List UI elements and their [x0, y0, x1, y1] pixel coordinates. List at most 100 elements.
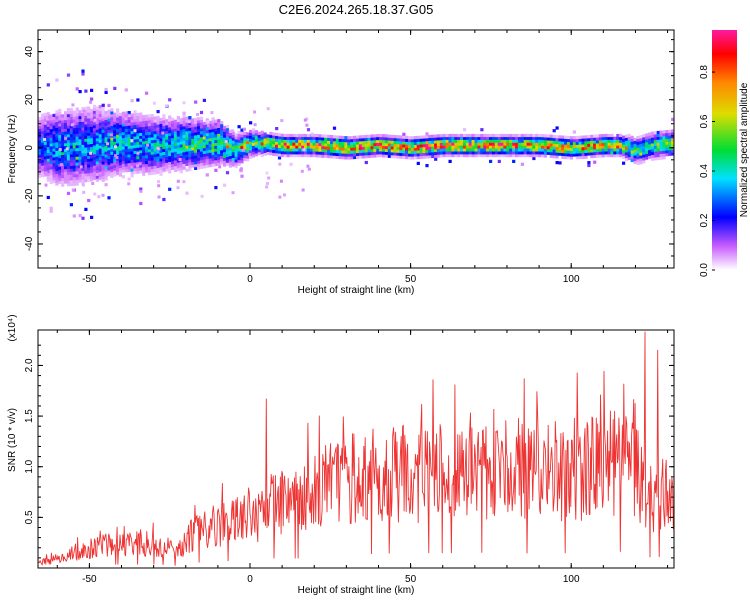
heatmap-cell [509, 145, 513, 149]
heatmap-cell [72, 122, 76, 126]
heatmap-cell [656, 148, 660, 152]
heatmap-cell [344, 153, 348, 157]
heatmap-cell [58, 143, 62, 147]
heatmap-cell [136, 115, 140, 119]
heatmap-cell [347, 136, 351, 140]
heatmap-cell [38, 154, 42, 158]
heatmap-cell [552, 137, 556, 141]
heatmap-cell [61, 166, 65, 170]
heatmap-cell [541, 151, 545, 155]
heatmap-cell [431, 149, 435, 153]
heatmap-cell [373, 140, 377, 144]
heatmap-cell [639, 146, 643, 150]
heatmap-cell [471, 142, 475, 146]
heatmap-cell [101, 135, 105, 139]
heatmap-cell [46, 138, 50, 142]
heatmap-cell [194, 166, 198, 170]
heatmap-cell [206, 120, 210, 124]
heatmap-cell [468, 142, 472, 146]
heatmap-cell [136, 124, 140, 128]
heatmap-cell [292, 148, 296, 152]
heatmap-cell [55, 136, 59, 140]
heatmap-cell [379, 133, 383, 138]
heatmap-cell [399, 155, 403, 159]
heatmap-cell [64, 131, 68, 135]
heatmap-cell [353, 150, 357, 154]
heatmap-cell [347, 156, 351, 160]
colorbar: 0.00.20.40.60.8 Normalized spectral ampl… [699, 30, 750, 277]
heatmap-cell [147, 166, 152, 170]
heatmap-cell [529, 136, 533, 140]
heatmap-cell [49, 172, 53, 176]
heatmap-cell [214, 162, 218, 167]
heatmap-cell [532, 148, 536, 152]
heatmap-cell [55, 144, 59, 149]
heatmap-cell [295, 133, 299, 138]
heatmap-cell [338, 138, 342, 142]
heatmap-cell [127, 151, 131, 155]
heatmap-cell [509, 139, 513, 143]
heatmap-cell [512, 133, 516, 138]
heatmap-cell [58, 140, 62, 144]
heatmap-cell [81, 156, 85, 160]
heatmap-cell [220, 132, 224, 136]
heatmap-cell [194, 117, 198, 121]
heatmap-cell [555, 140, 559, 145]
heatmap-cell [75, 142, 79, 146]
heatmap-cell [243, 146, 247, 150]
heatmap-cell [448, 136, 452, 140]
heatmap-cell [98, 156, 102, 161]
heatmap-cell [156, 121, 160, 125]
heatmap-cell [217, 159, 221, 163]
heatmap-cell [139, 150, 143, 154]
heatmap-cell [118, 130, 123, 134]
heatmap-cell [87, 175, 91, 180]
heatmap-cell [627, 145, 631, 149]
heatmap-cell [306, 128, 311, 132]
heatmap-cell [636, 159, 640, 163]
heatmap-cell [541, 145, 545, 149]
heatmap-cell [205, 161, 209, 165]
heatmap-cell [211, 128, 215, 133]
heatmap-cell [194, 158, 198, 162]
heatmap-cell [179, 126, 183, 130]
heatmap-cell [66, 142, 71, 146]
heatmap-cell [656, 136, 660, 140]
heatmap-cell [98, 162, 102, 166]
heatmap-cell [124, 125, 128, 129]
heatmap-cell [650, 140, 655, 144]
heatmap-cell [341, 144, 345, 148]
heatmap-cell [162, 140, 166, 144]
heatmap-cell [642, 142, 646, 147]
heatmap-cell [659, 133, 663, 137]
heatmap-cell [153, 131, 157, 135]
heatmap-cell [58, 157, 62, 161]
heatmap-cell [633, 149, 637, 153]
heatmap-cell [653, 145, 657, 149]
heatmap-cell [185, 125, 189, 129]
heatmap-cell [185, 191, 189, 195]
heatmap-cell [121, 166, 125, 170]
heatmap-cell [535, 148, 539, 152]
heatmap-cell [58, 172, 62, 176]
heatmap-cell [199, 139, 204, 143]
heatmap-cell [364, 155, 368, 159]
heatmap-cell [636, 153, 640, 157]
heatmap-cell [40, 153, 45, 158]
heatmap-cell [84, 132, 88, 136]
heatmap-cell [246, 135, 250, 139]
heatmap-cell [480, 142, 484, 146]
heatmap-cell [249, 132, 253, 136]
heatmap-cell [110, 140, 114, 144]
heatmap-cell [239, 167, 243, 171]
heatmap-cell [92, 139, 97, 143]
heatmap-cell [133, 121, 137, 126]
heatmap-cell [58, 175, 62, 179]
heatmap-cell [116, 166, 120, 170]
heatmap-cell [624, 143, 629, 147]
heatmap-cell [87, 109, 91, 113]
heatmap-cell [145, 120, 149, 124]
heatmap-cell [413, 144, 417, 148]
heatmap-cell [572, 141, 576, 146]
heatmap-cell [275, 141, 279, 145]
